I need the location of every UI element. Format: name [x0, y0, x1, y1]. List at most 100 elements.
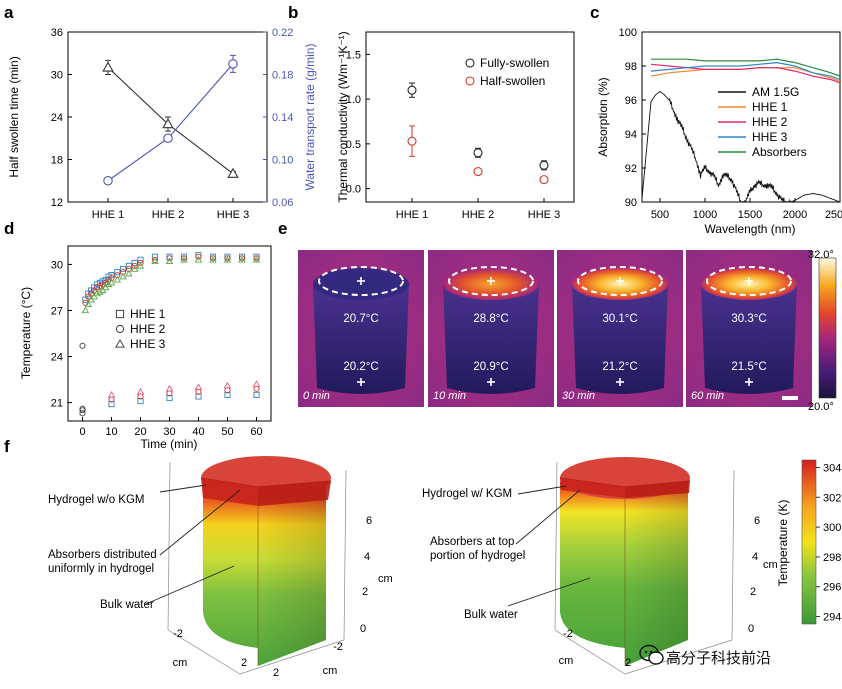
a-y2tick-label: 0.06: [272, 197, 293, 209]
thermal-top-temp: 20.7°C: [343, 313, 378, 325]
f-left-ztick: 6: [366, 515, 372, 527]
a-ytick-label: 12: [51, 197, 63, 209]
measurement-ellipse: [577, 266, 663, 296]
f-right-ztick: 6: [754, 515, 760, 527]
f-right-ztick: 0: [748, 623, 754, 635]
f-left-xytick: -2: [173, 628, 183, 640]
d-ytick-label: 30: [51, 259, 63, 271]
d-point-HHE2_bottom: [253, 385, 260, 392]
chart-d: Temperature (°C) Time (min) 21 24 27 30 0 10 2…: [19, 245, 272, 451]
model-left-middle-label-1: Absorbers distributed: [48, 549, 157, 561]
thermal-images: 20.7°C 20.2°C 0 min 28.8°C 20.9°C 10 min 30.1°…: [298, 249, 837, 413]
scale-bar: [782, 396, 798, 400]
d-point-HHE3_top: [151, 257, 159, 265]
measurement-ellipse: [448, 266, 534, 296]
d-point-HHE2_top: [125, 265, 132, 273]
kbar-tick-label: 296: [823, 582, 841, 594]
chart-a-y2label: Water transport rate (g/min): [303, 44, 317, 191]
d-ytick-label: 21: [51, 398, 63, 410]
chart-c: Absorption (%) Wavelength (nm) 90 92 94 96 9…: [596, 27, 842, 236]
model-left-top-label: Hydrogel w/o KGM: [48, 494, 145, 506]
f-left-zunit: cm: [378, 573, 393, 585]
d-point-HHE1_bottom: [108, 401, 115, 408]
d-point-HHE3_top: [125, 269, 133, 277]
c-ytick-label: 100: [619, 27, 637, 39]
chart-a-ylabel: Half swollen time (min): [7, 56, 21, 177]
f-right-zunit: cm: [763, 559, 778, 571]
f-right-xytick: 2: [625, 657, 631, 669]
model-right-middle-label-2: portion of hydrogel: [430, 550, 525, 562]
d-xtick-label: 30: [163, 426, 175, 438]
c-series-line: [650, 67, 840, 82]
chart-b-ylabel: Thermal conductivity (Wm⁻¹K⁻¹): [336, 31, 350, 202]
model-right-middle-label-1: Absorbers at top: [430, 536, 514, 548]
d-point-HHE3_top: [252, 255, 261, 263]
d-point-HHE2_top: [151, 256, 159, 263]
d-xtick-label: 20: [134, 426, 146, 438]
d-point-HHE2_top: [108, 275, 115, 282]
c-xtick-label: 2000: [783, 209, 807, 221]
simulation-models: 0 2 4 6 cm -2 2 2 -2 cm cm Hydrogel w/o KGM Absorb…: [48, 456, 841, 679]
d-ytick-label: 24: [51, 352, 63, 364]
d-xtick-label: 60: [250, 426, 262, 438]
thermal-bottom-temp: 21.2°C: [602, 361, 637, 373]
b-ytick-label: 0.0: [346, 184, 361, 196]
d-point-HHE2_top: [238, 255, 246, 262]
watermark: 高分子科技前沿: [639, 644, 771, 667]
a-xtick-label: HHE 2: [152, 209, 184, 221]
b-point: [473, 167, 483, 177]
beaker-body: [443, 284, 539, 394]
c-xtick-label: 1500: [738, 209, 762, 221]
thermal-frame-2: 30.1°C 21.2°C 30 min: [557, 250, 683, 407]
a-y2tick-label: 0.22: [272, 27, 293, 39]
a-point-water_transport_rate: [228, 59, 238, 69]
a-ytick-label: 30: [51, 70, 63, 82]
measurement-cross: [357, 277, 365, 285]
d-point-HHE2_top: [137, 259, 144, 266]
temperature-colorbar-label: Temperature (K): [776, 500, 790, 587]
c-ytick-label: 98: [625, 61, 637, 73]
d-point-t0: [79, 407, 86, 414]
b-legend-label: Half-swollen: [480, 74, 545, 88]
b-point: [407, 85, 417, 95]
d-point-HHE3_top: [101, 283, 110, 291]
d-point-HHE3_top: [99, 286, 107, 294]
a-point-half_swollen_time: [102, 61, 114, 72]
chart-b: Thermal conductivity (Wm⁻¹K⁻¹) 0.0 0.5 1.0…: [336, 31, 575, 221]
chart-d-frame: [67, 245, 272, 422]
model-left-middle-label-2: uniformly in hydrogel: [48, 563, 154, 575]
c-legend-label: Absorbers: [752, 145, 807, 159]
d-point-HHE3_bottom: [223, 381, 232, 389]
a-xtick-label: HHE 1: [92, 209, 124, 221]
f-left-ztick: 2: [362, 586, 368, 598]
measurement-ellipse: [318, 266, 404, 296]
a-ytick-label: 24: [51, 112, 63, 124]
f-left-ztick: 4: [364, 551, 370, 563]
b-point: [473, 148, 483, 158]
d-point-HHE3_top: [165, 257, 174, 265]
d-xtick-label: 0: [79, 426, 85, 438]
measurement-cross: [616, 378, 624, 386]
thermal-bottom-temp: 20.9°C: [473, 361, 508, 373]
d-point-HHE3_bottom: [252, 380, 261, 387]
beaker-body: [313, 284, 409, 394]
d-point-HHE2_top: [209, 255, 217, 262]
thermal-top-temp: 28.8°C: [473, 313, 508, 325]
kbar-tick-label: 298: [823, 552, 841, 564]
kbar-tick-label: 300: [823, 522, 841, 534]
f-left-xytick: -2: [333, 641, 343, 653]
d-point-HHE1_top: [114, 269, 121, 276]
thermal-colorbar: [818, 257, 837, 399]
b-ytick-label: 0.5: [346, 139, 361, 151]
panel-label-d: d: [4, 219, 14, 238]
kbar-tick-label: 302: [823, 492, 841, 504]
measurement-cross: [487, 378, 495, 386]
a-y2tick-label: 0.10: [272, 155, 293, 167]
a-point-half_swollen_time: [227, 167, 239, 178]
f-right-xyunit: cm: [559, 655, 574, 667]
d-legend-label: HHE 1: [130, 307, 166, 321]
chart-a: Half swollen time (min) Water transport …: [7, 27, 317, 221]
measurement-cross: [357, 378, 365, 386]
kbar-tick-label: 294: [823, 612, 841, 624]
d-point-HHE2_top: [114, 272, 121, 279]
